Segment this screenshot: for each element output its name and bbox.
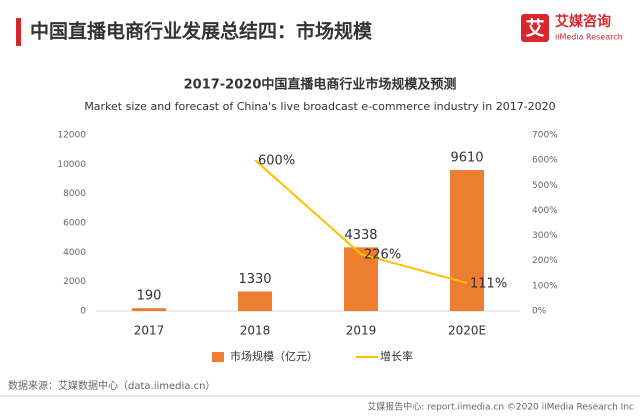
chart-subtitle: Market size and forecast of China's live… (84, 100, 555, 113)
y2-tick-label: 400% (532, 206, 558, 216)
bar (132, 308, 166, 311)
y2-tick-label: 200% (532, 256, 558, 266)
logo-mark: 艾 (525, 18, 544, 40)
chart-title: 2017-2020中国直播电商行业市场规模及预测 (184, 77, 457, 93)
source: 数据来源：艾媒数据中心（data.iimedia.cn） (8, 379, 215, 392)
line (254, 159, 468, 285)
legend-label: 增长率 (380, 349, 413, 363)
bar-value-label: 1330 (238, 272, 271, 287)
y2-tick-label: 600% (532, 156, 558, 166)
y-tick-label: 4000 (63, 248, 86, 258)
y-tick-label: 8000 (63, 189, 86, 199)
y2-tick-label: 100% (532, 281, 558, 291)
title-accent (16, 18, 21, 46)
x-tick-label: 2019 (346, 324, 377, 338)
y-tick-label: 10000 (57, 160, 86, 170)
y-tick-label: 12000 (57, 131, 86, 141)
x-tick-label: 2017 (134, 324, 165, 338)
bar-value-label: 9610 (450, 151, 483, 166)
y2-tick-label: 300% (532, 231, 558, 241)
line-value-label: 600% (258, 154, 295, 169)
x-tick-label: 2018 (240, 324, 271, 338)
legend-swatch (212, 352, 224, 362)
bar (450, 170, 484, 311)
footer-right: 艾媒报告中心: report.iimedia.cn ©2020 iiMedia … (367, 401, 634, 413)
y-tick-label: 0 (80, 307, 86, 317)
bar (238, 291, 272, 311)
bar-value-label: 190 (137, 289, 162, 304)
x-tick-label: 2020E (448, 324, 486, 338)
y2-tick-label: 500% (532, 181, 558, 191)
logo-sub: iiMedia Research (555, 33, 623, 42)
line-value-label: 226% (364, 248, 401, 263)
logo-name: 艾媒咨询 (555, 13, 611, 30)
y-tick-label: 2000 (63, 277, 86, 287)
y2-tick-label: 0% (532, 307, 547, 317)
line-value-label: 111% (470, 277, 507, 292)
legend-label: 市场规模（亿元） (230, 349, 318, 363)
logo-box (521, 14, 549, 42)
page-title: 中国直播电商行业发展总结四：市场规模 (30, 20, 373, 43)
bar-value-label: 4338 (344, 228, 377, 243)
y2-tick-label: 700% (532, 131, 558, 141)
y-tick-label: 6000 (63, 219, 86, 229)
